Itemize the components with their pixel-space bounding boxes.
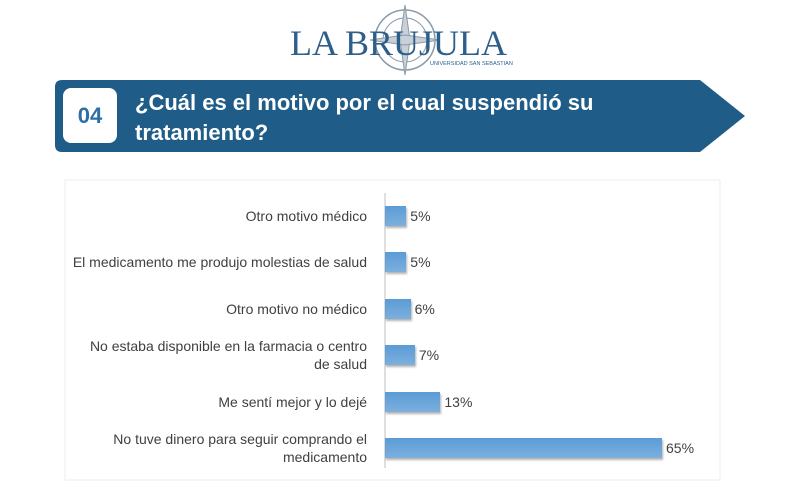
bar	[385, 298, 411, 319]
question-number: 04	[63, 88, 117, 143]
question-title: ¿Cuál es el motivo por el cual suspendió…	[135, 90, 594, 145]
value-label: 5%	[410, 254, 431, 271]
banner	[55, 80, 745, 152]
value-label: 7%	[418, 347, 440, 364]
category-label: Otro motivo médico	[245, 208, 367, 224]
value-label: 13%	[444, 393, 473, 410]
bar	[385, 345, 415, 366]
category-label: No tuve dinero para seguir comprando el …	[113, 431, 367, 465]
category-label: No estaba disponible en la farmacia o ce…	[89, 338, 367, 373]
bar	[385, 391, 441, 412]
value-label: 65%	[666, 440, 695, 456]
category-label: Me sentí mejor y lo dejé	[218, 393, 367, 410]
bar	[385, 438, 662, 458]
logo: LA BRUJULA	[290, 23, 507, 63]
category-label: El medicamento me produjo molestias de s…	[72, 254, 367, 271]
logo-subtitle: UNIVERSIDAD SAN SEBASTIAN	[430, 61, 513, 67]
value-label: 5%	[410, 208, 431, 224]
chart-panel	[64, 179, 721, 481]
value-label: 6%	[414, 300, 435, 317]
bar	[385, 206, 407, 226]
category-label: Otro motivo no médico	[226, 300, 367, 317]
bar	[385, 252, 407, 273]
compass	[369, 4, 441, 76]
